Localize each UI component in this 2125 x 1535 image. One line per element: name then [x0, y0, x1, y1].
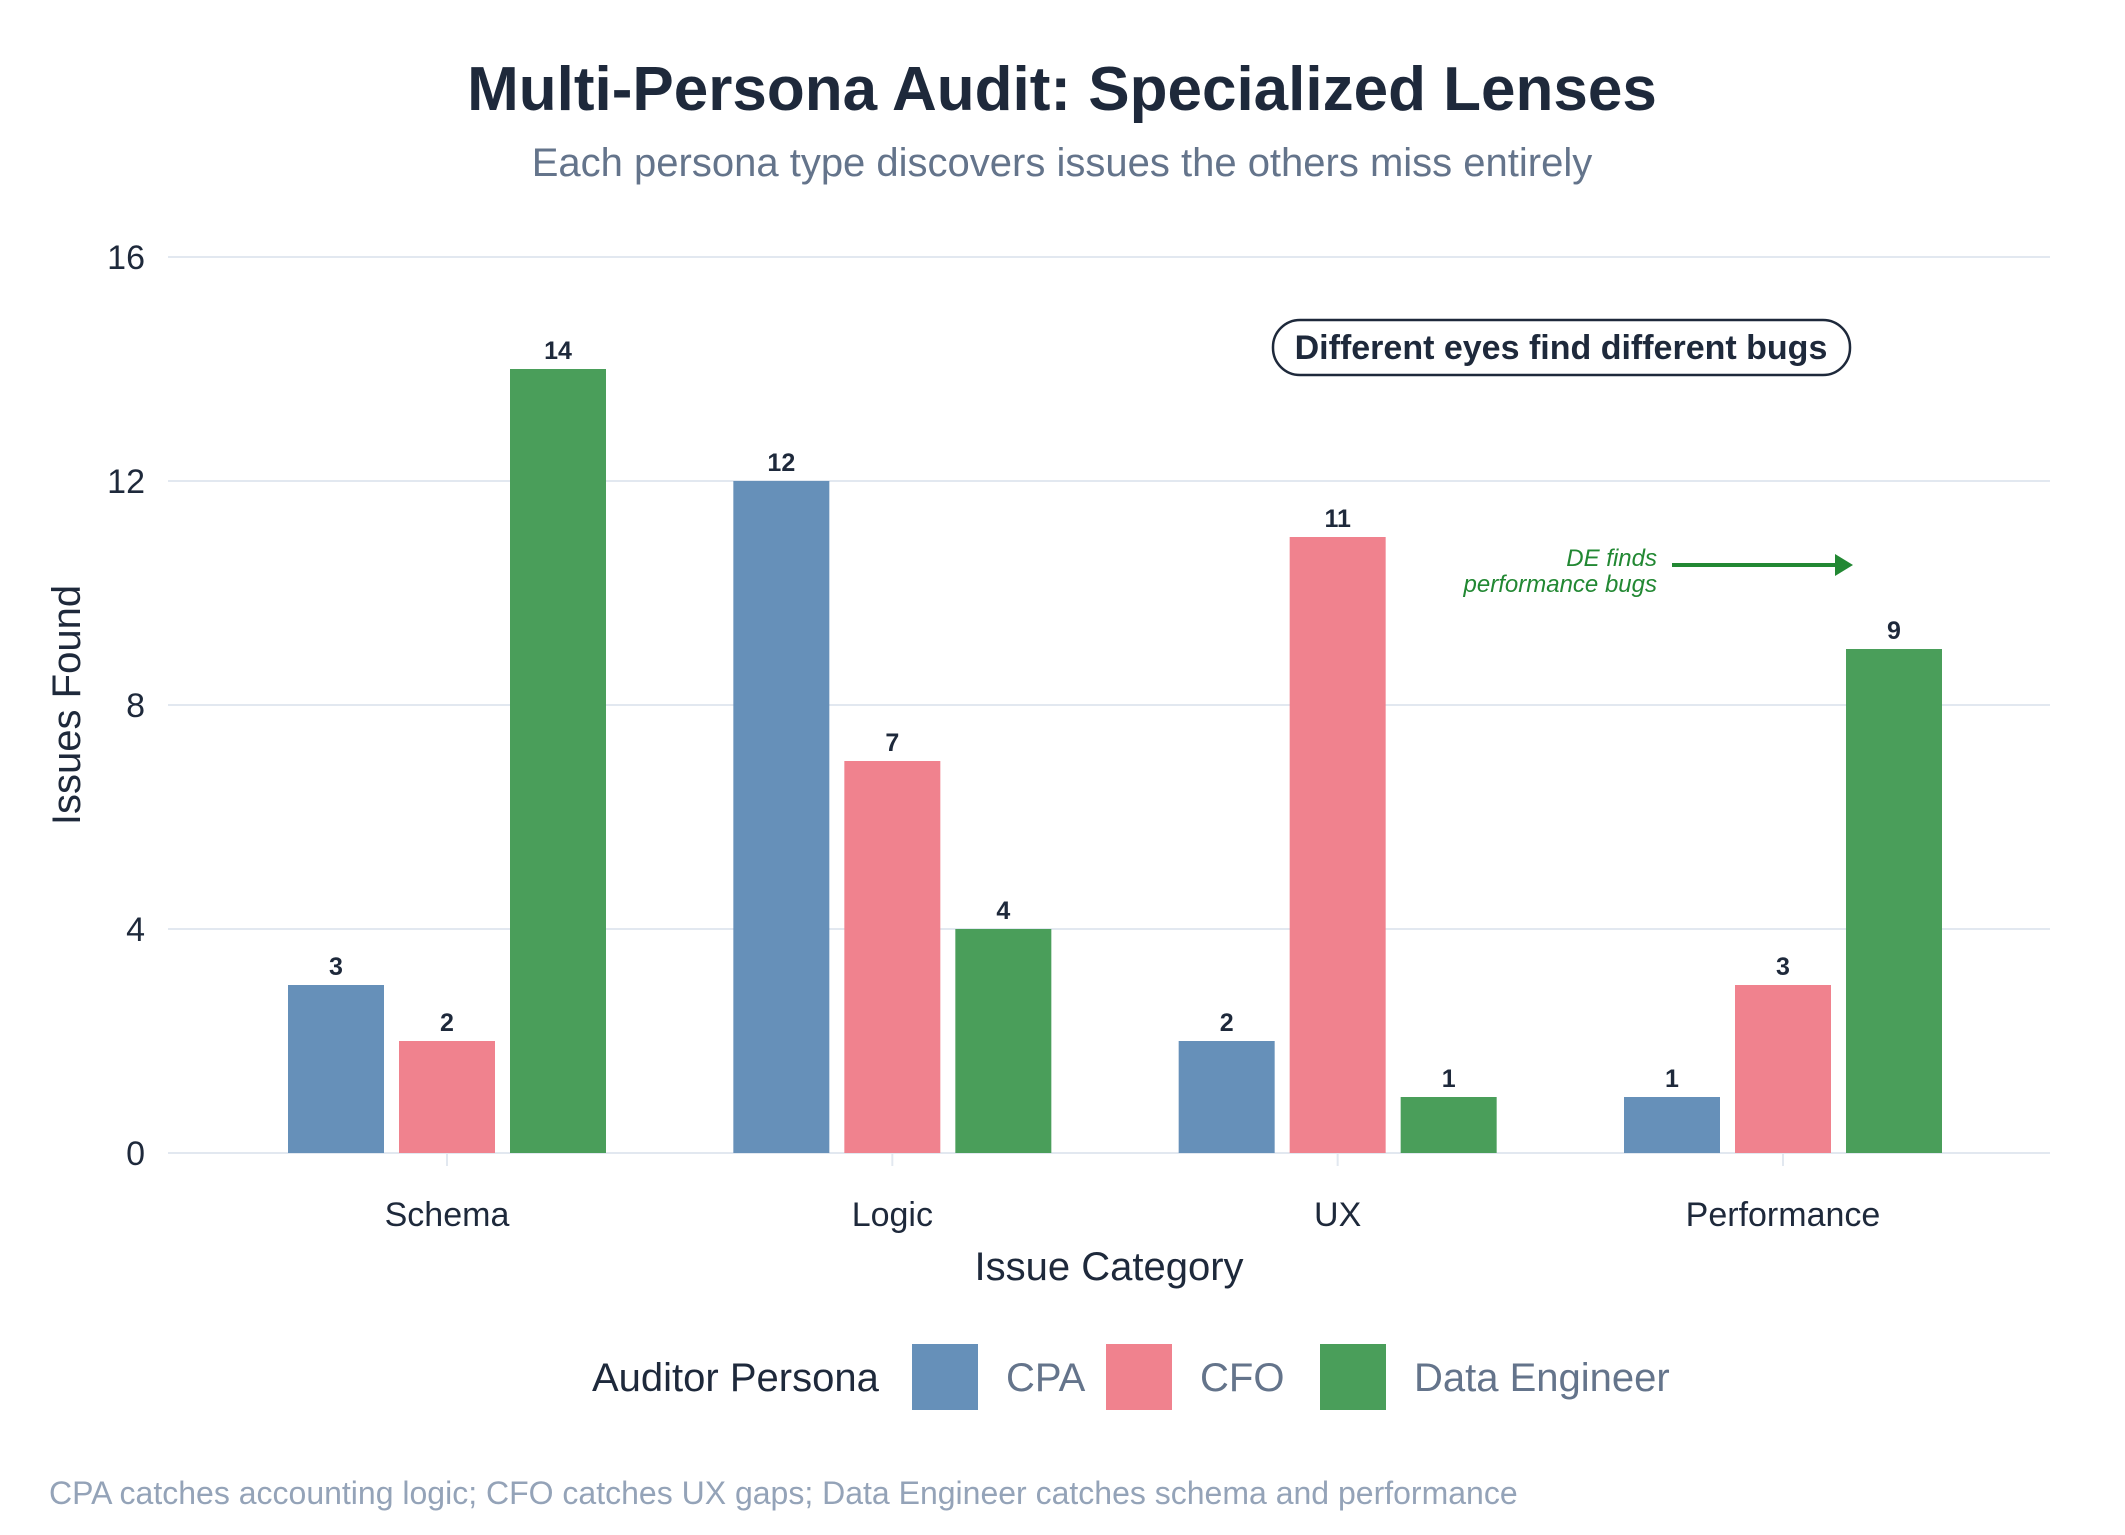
bar-data-engineer-logic	[955, 929, 1052, 1153]
bar-cpa-logic	[733, 481, 830, 1153]
bar-data-engineer-performance	[1846, 649, 1942, 1153]
legend-swatch-data-engineer	[1320, 1344, 1386, 1410]
annotation-note-line-2: performance bugs	[1463, 571, 1657, 598]
value-label: 2	[1220, 1009, 1234, 1037]
value-label: 9	[1887, 617, 1901, 645]
bar-cfo-performance	[1735, 985, 1831, 1153]
value-label: 4	[996, 897, 1010, 925]
y-tick-label: 0	[126, 1135, 145, 1173]
legend-swatch-cpa	[912, 1344, 978, 1410]
y-axis-title: Issues Found	[45, 585, 89, 825]
legend-label: CFO	[1200, 1356, 1284, 1400]
x-tick-label: Logic	[852, 1196, 933, 1234]
y-tick-label: 4	[126, 911, 145, 949]
bar-cfo-schema	[399, 1041, 495, 1153]
chart-caption: CPA catches accounting logic; CFO catche…	[49, 1475, 1518, 1511]
arrow-icon	[1835, 554, 1853, 576]
annotation-bubble: Different eyes find different bugs	[1271, 318, 1852, 377]
bar-cfo-logic	[844, 761, 941, 1153]
x-axis-ticks: Schema Logic UX Performance	[385, 1153, 1881, 1234]
x-tick-label: Performance	[1686, 1196, 1881, 1234]
legend-label: CPA	[1006, 1356, 1086, 1400]
y-tick-label: 12	[107, 463, 145, 501]
y-tick-label: 16	[107, 239, 145, 277]
x-tick-label: Schema	[385, 1196, 510, 1234]
bar-cpa-schema	[288, 985, 384, 1153]
value-label: 3	[1776, 953, 1790, 981]
legend-label: Data Engineer	[1414, 1356, 1670, 1400]
annotation-bubble-text: Different eyes find different bugs	[1295, 329, 1828, 367]
annotation-note-line-1: DE finds	[1566, 545, 1657, 572]
value-label: 3	[329, 953, 343, 981]
y-axis-ticks: 0 4 8 12 16	[107, 239, 145, 1173]
bar-data-engineer-schema	[510, 369, 606, 1153]
bar-cpa-ux	[1178, 1041, 1275, 1153]
value-label: 14	[544, 337, 572, 365]
legend: Auditor Persona CPA CFO Data Engineer	[592, 1344, 1670, 1410]
value-label: 2	[440, 1009, 454, 1037]
x-axis-title: Issue Category	[974, 1245, 1243, 1289]
y-tick-label: 8	[126, 687, 145, 725]
legend-items: CPA CFO Data Engineer	[912, 1344, 1670, 1410]
bar-data-engineer-ux	[1400, 1097, 1497, 1153]
bars	[288, 369, 1942, 1153]
bar-cfo-ux	[1289, 537, 1386, 1153]
bar-cpa-performance	[1624, 1097, 1720, 1153]
chart-title: Multi-Persona Audit: Specialized Lenses	[467, 55, 1657, 124]
value-label: 1	[1665, 1065, 1679, 1093]
value-label: 11	[1324, 505, 1351, 533]
value-label: 12	[767, 449, 795, 477]
legend-swatch-cfo	[1106, 1344, 1172, 1410]
legend-title: Auditor Persona	[592, 1356, 880, 1400]
annotation-bubble-border	[1271, 318, 1852, 377]
chart-subtitle: Each persona type discovers issues the o…	[532, 141, 1593, 185]
annotation-arrow-note: DE finds performance bugs	[1463, 545, 1853, 598]
x-tick-label: UX	[1314, 1196, 1361, 1234]
value-label: 1	[1442, 1065, 1456, 1093]
value-label: 7	[885, 729, 899, 757]
